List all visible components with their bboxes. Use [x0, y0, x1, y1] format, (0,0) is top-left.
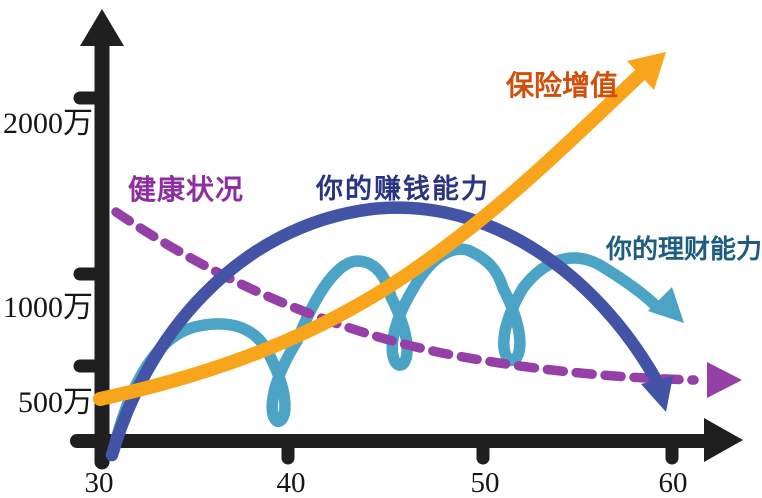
y-tick-label-1000: 1000万 [3, 291, 93, 324]
health-arrow-icon [707, 362, 742, 398]
y-axis-arrow-icon [80, 9, 124, 46]
y-tick-label-500: 500万 [18, 386, 93, 419]
earning-ability-curve [105, 201, 673, 462]
health-path [111, 207, 699, 385]
x-tick-label-50: 50 [470, 467, 500, 498]
health-status-label: 健康状况 [128, 175, 245, 206]
insurance-growth-path [93, 67, 648, 406]
x-tick-label-40: 40 [276, 467, 306, 498]
insurance-growth-arrow-icon [627, 52, 666, 90]
x-tick-label-60: 60 [658, 467, 688, 498]
earning-ability-path [105, 201, 662, 462]
health-curve [111, 207, 742, 398]
x-tick-label-30: 30 [84, 467, 114, 498]
x-axis-arrow-icon [704, 418, 743, 462]
wealth-ability-arrow-icon [648, 287, 684, 323]
earning-ability-label: 你的赚钱能力 [316, 174, 490, 204]
insurance-growth-curve [93, 52, 666, 406]
earning-ability-arrow-icon [641, 376, 673, 412]
wealth-ability-label: 你的理财能力 [606, 235, 762, 264]
insurance-growth-label: 保险增值 [506, 71, 619, 102]
y-tick-label-2000: 2000万 [3, 107, 93, 140]
